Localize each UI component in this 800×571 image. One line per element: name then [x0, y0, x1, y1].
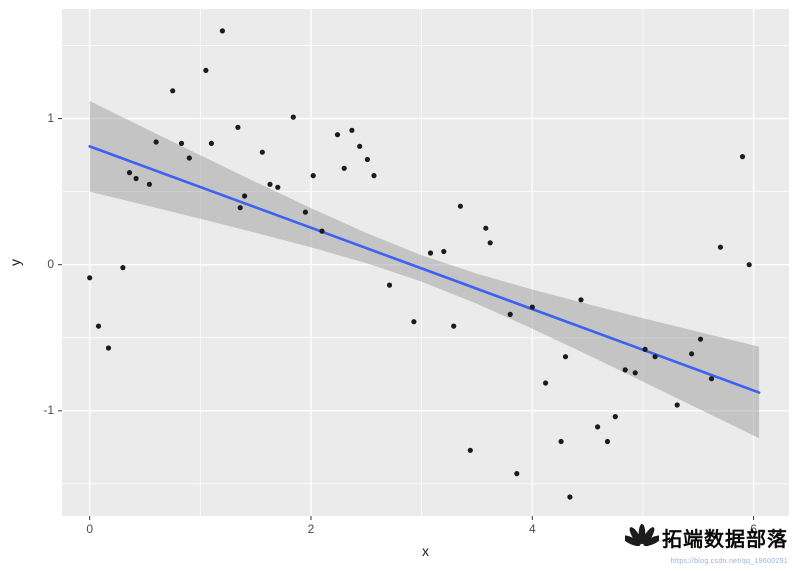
data-point [652, 354, 658, 360]
data-point [310, 173, 316, 179]
data-point [290, 114, 296, 120]
data-point [302, 209, 308, 215]
data-point [562, 354, 569, 360]
data-point [507, 311, 513, 317]
data-point [483, 225, 489, 231]
data-point [153, 139, 159, 145]
data-point [441, 248, 447, 255]
regression-line [88, 145, 761, 394]
data-point [697, 336, 704, 342]
data-point [622, 367, 628, 373]
data-point [674, 402, 680, 408]
y-tick-label: -1 [43, 403, 54, 417]
data-point [105, 345, 112, 351]
x-axis-title: x [422, 543, 429, 559]
data-point [237, 205, 243, 211]
data-point [133, 175, 139, 182]
data-point [186, 155, 192, 161]
x-tick-label: 6 [750, 522, 757, 536]
data-point [411, 319, 417, 325]
data-point [689, 351, 695, 357]
data-point [487, 240, 493, 246]
data-point [208, 140, 214, 146]
data-point [604, 438, 611, 445]
data-point [120, 265, 126, 271]
data-point [364, 156, 370, 163]
data-point [595, 424, 601, 430]
data-point [275, 184, 281, 190]
data-point [457, 203, 463, 209]
data-point [242, 193, 248, 199]
data-point [427, 250, 434, 256]
data-point [371, 173, 377, 179]
data-point [642, 346, 648, 352]
data-point [341, 165, 347, 171]
data-point [717, 244, 724, 250]
data-point [235, 124, 241, 130]
data-point [126, 170, 133, 176]
data-point [529, 304, 535, 310]
y-tick-label: 0 [47, 257, 54, 271]
data-point [558, 438, 564, 445]
data-point [612, 414, 618, 420]
x-tick-label: 0 [86, 522, 93, 536]
data-point [567, 494, 573, 500]
data-point [632, 370, 638, 376]
data-point [543, 380, 549, 386]
data-point [739, 154, 746, 160]
data-point [451, 323, 457, 329]
data-point [170, 88, 176, 94]
x-tick-label: 2 [308, 522, 315, 536]
data-point [334, 132, 341, 138]
data-point [746, 262, 752, 268]
data-point [87, 275, 93, 281]
data-point [319, 228, 325, 234]
data-point [708, 376, 715, 382]
y-axis-title: y [7, 259, 23, 266]
data-point [386, 282, 393, 288]
data-point [467, 447, 473, 453]
data-point [178, 140, 185, 146]
data-point [219, 28, 225, 34]
data-point [259, 149, 265, 155]
data-point [514, 471, 520, 477]
data-point [95, 323, 102, 329]
data-point [357, 143, 363, 149]
data-point [146, 181, 152, 187]
y-tick-label: 1 [47, 111, 54, 125]
data-point [578, 297, 584, 303]
data-point [267, 181, 273, 187]
x-tick-label: 4 [529, 522, 536, 536]
data-point [203, 67, 209, 73]
data-point [349, 127, 355, 133]
